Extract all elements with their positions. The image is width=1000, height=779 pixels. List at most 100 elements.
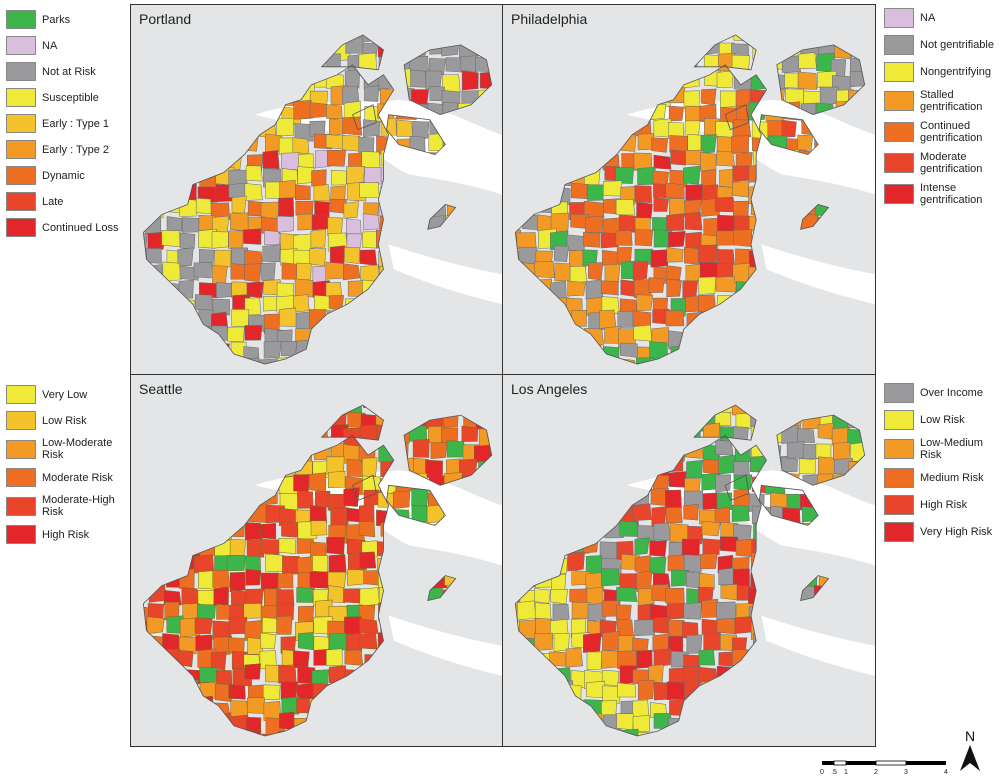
census-tract <box>363 361 380 365</box>
census-tract <box>147 279 166 296</box>
legend-label: Very High Risk <box>920 526 993 538</box>
census-tract <box>161 472 180 491</box>
census-tract <box>601 409 620 429</box>
census-tract <box>869 442 875 458</box>
census-tract <box>214 522 232 541</box>
census-tract <box>364 654 382 673</box>
census-tract <box>650 41 668 61</box>
census-tract <box>163 104 183 123</box>
census-tract <box>166 556 186 575</box>
census-tract <box>343 588 362 604</box>
census-tract <box>699 699 719 718</box>
north-arrow-shape <box>960 745 980 771</box>
census-tract <box>586 405 606 408</box>
census-tract <box>408 311 426 330</box>
census-tract <box>395 554 415 573</box>
census-tract <box>515 90 520 109</box>
census-tract <box>698 294 717 312</box>
scale-tick-label: 3 <box>904 769 908 776</box>
census-tract <box>802 184 822 203</box>
census-tract <box>461 70 479 91</box>
census-tract <box>411 488 429 507</box>
census-tract <box>146 137 165 155</box>
city-boundary <box>800 204 830 230</box>
census-tract <box>411 297 428 315</box>
census-tract <box>585 215 604 234</box>
census-tract <box>765 734 781 736</box>
census-tract <box>818 34 836 46</box>
census-tract <box>491 362 492 365</box>
census-tract <box>231 195 247 214</box>
census-tract <box>748 587 768 605</box>
census-tract <box>325 134 345 150</box>
census-tract <box>179 568 195 589</box>
census-tract <box>281 696 300 715</box>
census-tract <box>396 34 414 44</box>
census-tract <box>783 668 800 687</box>
legend-label: Not at Risk <box>42 65 96 78</box>
census-tract <box>146 43 164 61</box>
census-tract <box>312 266 328 284</box>
legend-item: High Risk <box>884 495 996 515</box>
census-tract <box>309 698 330 715</box>
census-tract <box>584 699 604 715</box>
census-tract <box>393 358 409 365</box>
census-tract <box>600 88 620 108</box>
census-tract <box>227 442 246 460</box>
census-tract <box>552 505 571 523</box>
census-tract <box>477 696 492 714</box>
census-tract <box>363 119 380 138</box>
census-tract <box>602 249 620 267</box>
census-tract <box>554 667 571 687</box>
census-tract <box>182 89 200 109</box>
census-tract <box>716 249 735 265</box>
census-tract <box>567 405 585 414</box>
census-tract <box>534 412 554 429</box>
census-tract <box>586 504 605 523</box>
census-tract <box>309 102 328 119</box>
census-tract <box>601 121 621 139</box>
legend-swatch <box>884 468 914 488</box>
census-tract <box>165 153 184 172</box>
census-tract <box>681 425 701 444</box>
water-area <box>254 470 502 676</box>
census-tract <box>143 295 150 315</box>
census-tract <box>143 554 153 575</box>
census-tract <box>426 665 443 684</box>
census-tract <box>515 341 520 358</box>
census-tract <box>668 105 684 122</box>
census-tract <box>863 731 865 736</box>
census-tract <box>325 261 345 280</box>
census-tract <box>147 729 164 736</box>
census-tract <box>495 571 502 593</box>
census-tract <box>784 34 803 41</box>
census-tract <box>749 325 767 343</box>
census-tract <box>143 653 150 672</box>
legend-label: Nongentrifying <box>920 66 991 78</box>
census-tract <box>477 247 492 266</box>
census-tract <box>583 53 601 74</box>
legend-right-bottom: Over Income Low Risk Low-Medium Risk Medium… <box>884 383 996 549</box>
census-tract <box>748 249 765 268</box>
census-tract <box>621 54 640 75</box>
census-tract <box>519 552 540 571</box>
census-tract <box>636 294 654 311</box>
census-tract <box>637 34 656 41</box>
census-tract <box>852 585 865 602</box>
scale-tick-label: 0 <box>820 769 824 776</box>
census-tract <box>393 37 410 54</box>
census-tract <box>477 217 492 233</box>
census-tract <box>232 105 250 123</box>
legend-label: Intense gentrification <box>920 182 983 206</box>
census-tract <box>394 603 413 621</box>
census-tract <box>493 603 502 623</box>
census-tract <box>520 102 540 122</box>
census-tract <box>278 197 295 217</box>
census-tract <box>278 664 297 684</box>
census-tract <box>147 310 165 328</box>
census-tract <box>359 632 378 650</box>
census-tract <box>143 264 147 284</box>
census-tract <box>786 201 804 221</box>
census-tract <box>326 537 345 555</box>
census-tract <box>246 105 262 121</box>
